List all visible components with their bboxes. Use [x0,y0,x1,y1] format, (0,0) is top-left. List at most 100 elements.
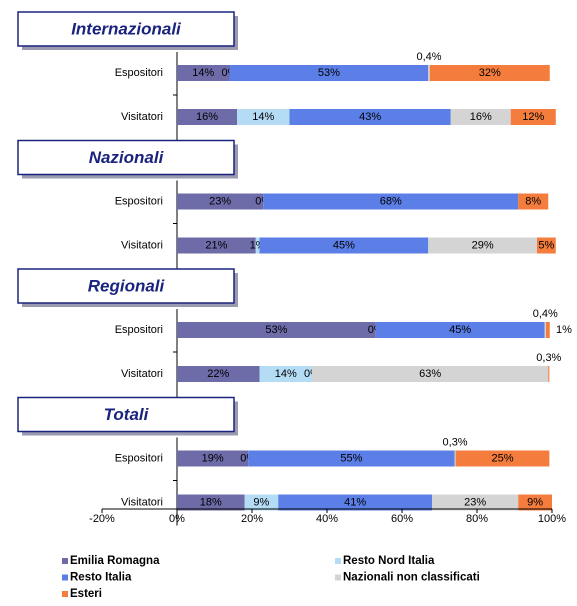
bar-segment [450,109,511,125]
legend-label: Esteri [70,588,102,600]
group-title: Nazionali [89,148,165,167]
value-label: 19% [202,452,224,464]
value-label: 0,4% [416,51,441,63]
legend-swatch [62,591,68,597]
x-tick-label: -20% [89,513,115,525]
category-label: Visitatori [121,239,163,251]
value-label: 55% [340,452,362,464]
value-label: 1% [556,324,572,336]
bar-segment [177,237,256,254]
value-label: 63% [419,368,441,380]
x-tick-label: 20% [241,513,263,525]
bar-segment [244,494,279,511]
bar-segment [259,237,429,254]
value-label: 8% [525,195,541,207]
value-label: 14% [275,368,297,380]
bar-segment [546,322,550,338]
bar-segment [312,366,549,382]
x-tick-label: 0% [169,513,185,525]
value-label: 14% [252,111,274,123]
bar-segment [548,366,550,382]
bar-segment [237,109,290,125]
group-title: Regionali [88,276,166,295]
bar-segment [428,237,537,254]
value-label: 12% [522,111,544,123]
legend-label: Resto Nord Italia [343,555,435,567]
bar-segment [544,322,546,338]
value-label: 29% [472,239,494,251]
value-label: 0,3% [443,436,468,448]
value-label: 43% [359,111,381,123]
bar-segment [428,65,430,81]
x-tick-label: 60% [391,513,413,525]
value-label: 23% [464,496,486,508]
bar-segment [177,494,245,511]
legend-swatch [62,558,68,564]
x-tick-label: 100% [538,513,566,525]
group-title: Internazionali [71,19,182,38]
group-title-box [17,139,235,176]
category-label: Visitatori [121,368,163,380]
bar-segment [537,237,556,254]
value-label: 45% [449,324,471,336]
category-label: Espositori [115,324,163,336]
bar-segment [518,193,549,210]
x-tick-label: 40% [316,513,338,525]
bar-segment [229,65,429,81]
bar-segment [432,494,519,511]
group-title: Totali [104,405,150,424]
value-label: 9% [527,496,543,508]
value-label: 14% [192,67,214,79]
legend-swatch [62,574,68,581]
bar-segment [177,65,230,81]
value-label: 0,3% [536,352,561,364]
value-label: 23% [209,195,231,207]
bar-segment [248,450,455,467]
group-title-box [17,268,235,304]
bar-segment [518,494,552,511]
bar-segment [177,450,249,467]
category-label: Espositori [115,67,163,79]
group-title-box [17,396,235,433]
category-label: Espositori [115,452,163,464]
bar-segment [255,237,260,254]
legend-label: Emilia Romagna [70,555,160,567]
value-label: 45% [333,239,355,251]
value-label: 5% [538,239,554,251]
legend-label: Resto Italia [70,572,132,584]
bar-segment [177,322,376,338]
value-label: 68% [380,195,402,207]
bar-segment [375,322,545,338]
bar-segment [455,450,550,467]
value-label: 16% [196,111,218,123]
value-label: 25% [491,452,513,464]
bar-segment [278,494,432,511]
value-label: 18% [200,496,222,508]
value-label: 53% [265,324,287,336]
x-tick-label: 80% [466,513,488,525]
value-label: 32% [479,67,501,79]
category-label: Visitatori [121,111,163,123]
bar-segment [259,366,312,382]
value-label: 53% [318,67,340,79]
bar-segment [177,366,260,382]
legend-swatch [335,574,341,581]
bar-segment [429,65,550,81]
bar-segment [177,193,264,210]
value-label: 22% [207,368,229,380]
value-label: 41% [344,496,366,508]
group-title-box [17,11,235,47]
legend-swatch [335,558,341,564]
bar-segment [263,193,519,210]
bar-segment [177,109,237,125]
value-label: 9% [253,496,269,508]
legend-label: Nazionali non classificati [343,572,480,584]
bar-segment [289,109,451,125]
category-label: Espositori [115,195,163,207]
bar-segment [454,450,456,467]
bar-segment [510,109,556,125]
value-label: 21% [205,239,227,251]
value-label: 16% [470,111,492,123]
category-label: Visitatori [121,496,163,508]
